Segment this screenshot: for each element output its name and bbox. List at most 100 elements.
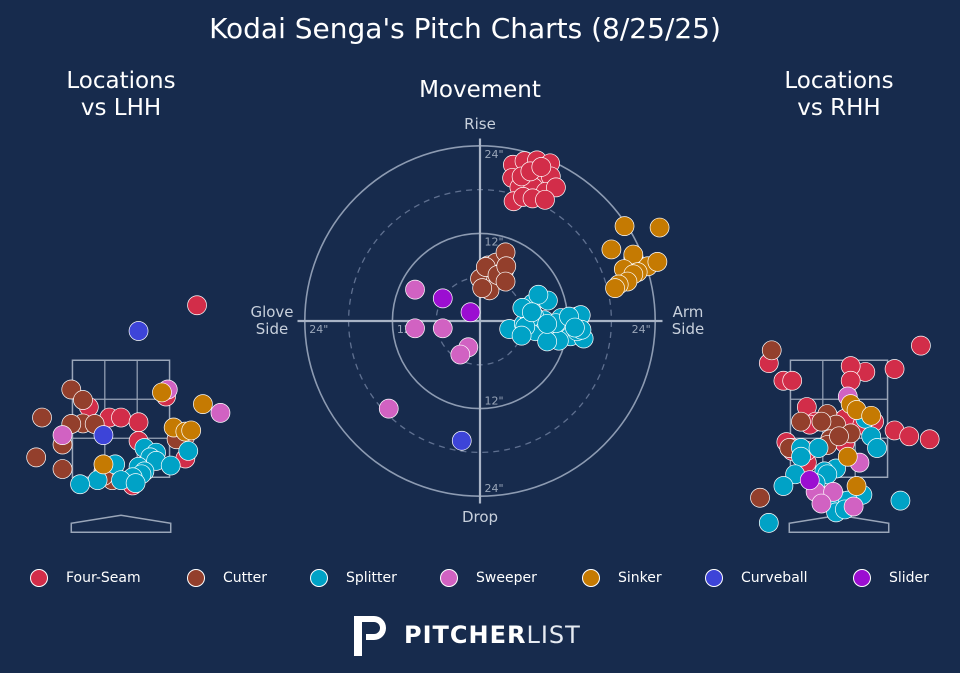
lhh-pitch-point-four-seam bbox=[128, 412, 149, 433]
rhh-pitch-point-four-seam bbox=[884, 359, 905, 379]
rise-label: Rise bbox=[464, 115, 496, 133]
lhh-pitch-point-cutter bbox=[32, 407, 52, 428]
movement-point-four-seam bbox=[535, 189, 555, 210]
lhh-title-line2: vs LHH bbox=[81, 95, 161, 121]
movement-point-splitter bbox=[537, 331, 558, 352]
legend-swatch bbox=[30, 569, 48, 587]
legend-item-sinker: Sinker bbox=[582, 566, 662, 590]
movement-point-cutter bbox=[472, 278, 493, 298]
lhh-pitch-point-splitter bbox=[160, 455, 181, 476]
lhh-pitch-point-sinker bbox=[93, 454, 114, 475]
legend-swatch bbox=[310, 569, 328, 587]
drop-label: Drop bbox=[462, 508, 498, 526]
rhh-pitch-point-four-seam bbox=[899, 426, 920, 447]
legend-swatch bbox=[582, 569, 600, 587]
brand-word-list: LIST bbox=[526, 621, 581, 649]
movement-point-sinker bbox=[647, 252, 668, 272]
rhh-title-line2: vs RHH bbox=[797, 95, 880, 121]
movement-point-sinker bbox=[605, 278, 625, 298]
rhh-pitch-point-sweeper bbox=[843, 496, 864, 517]
movement-point-splitter bbox=[565, 317, 585, 338]
movement-point-sinker bbox=[649, 217, 670, 238]
legend-item-curveball: Curveball bbox=[705, 566, 808, 590]
lhh-pitch-point-splitter bbox=[125, 473, 146, 493]
movement-title: Movement bbox=[419, 77, 541, 103]
legend-item-splitter: Splitter bbox=[310, 566, 397, 590]
lhh-pitch-point-splitter bbox=[70, 474, 90, 495]
chart-title: Kodai Senga's Pitch Charts (8/25/25) bbox=[209, 12, 721, 45]
rhh-pitch-point-cutter bbox=[761, 340, 782, 361]
movement-point-four-seam bbox=[546, 177, 566, 198]
rhh-pitch-point-splitter bbox=[890, 490, 911, 511]
rhh-pitch-point-cutter bbox=[811, 411, 832, 432]
lhh-pitch-point-sweeper bbox=[210, 403, 231, 423]
movement-tick-label: 24" bbox=[484, 148, 503, 161]
legend-swatch bbox=[440, 569, 458, 587]
legend-swatch bbox=[853, 569, 871, 587]
rhh-pitch-point-cutter bbox=[750, 487, 770, 508]
pitcherlist-brand: PITCHERLIST bbox=[352, 612, 581, 658]
legend-label: Cutter bbox=[223, 570, 267, 586]
legend-label: Splitter bbox=[346, 570, 397, 586]
rhh-pitch-point-sinker bbox=[837, 446, 858, 467]
movement-tick-label: 24" bbox=[632, 323, 651, 336]
rhh-pitch-point-splitter bbox=[773, 476, 794, 496]
movement-tick-label: 12" bbox=[484, 395, 503, 408]
rhh-pitch-point-sinker bbox=[861, 405, 882, 426]
legend-label: Curveball bbox=[741, 570, 808, 586]
movement-tick-label: 12" bbox=[484, 235, 503, 248]
rhh-pitch-point-sinker bbox=[846, 476, 867, 496]
pitch-points bbox=[26, 150, 940, 533]
legend-label: Sinker bbox=[618, 570, 662, 586]
legend-item-four-seam: Four-Seam bbox=[30, 566, 141, 590]
legend-item-slider: Slider bbox=[853, 566, 929, 590]
movement-point-splitter bbox=[521, 302, 542, 323]
lhh-pitch-point-sinker bbox=[152, 382, 172, 403]
rhh-pitch-point-four-seam bbox=[919, 429, 940, 450]
movement-tick-label: 24" bbox=[484, 482, 503, 495]
movement-point-sweeper bbox=[378, 398, 399, 419]
movement-point-sinker bbox=[601, 239, 622, 260]
movement-point-slider bbox=[432, 288, 453, 309]
movement-point-curveball bbox=[451, 430, 472, 451]
lhh-pitch-point-curveball bbox=[128, 321, 149, 341]
movement-point-four-seam bbox=[531, 157, 552, 177]
lhh-pitch-point-cutter bbox=[73, 390, 93, 410]
lhh-pitch-point-splitter bbox=[178, 441, 199, 461]
lhh-home-plate bbox=[70, 514, 172, 534]
rhh-pitch-point-slider bbox=[799, 470, 820, 491]
movement-point-sinker bbox=[614, 216, 635, 236]
movement-point-sweeper bbox=[405, 318, 425, 339]
lhh-title-line1: Locations bbox=[66, 68, 175, 94]
glove-side-label-line2: Side bbox=[256, 320, 288, 338]
rhh-pitch-point-cutter bbox=[829, 426, 849, 447]
legend-swatch bbox=[187, 569, 205, 587]
movement-point-sweeper bbox=[432, 318, 453, 339]
rhh-pitch-point-cutter bbox=[791, 411, 811, 432]
arm-side-label-line1: Arm bbox=[673, 303, 704, 321]
lhh-pitch-point-four-seam bbox=[111, 407, 131, 428]
legend-label: Four-Seam bbox=[66, 570, 141, 586]
pitcherlist-logo-icon bbox=[354, 616, 386, 656]
arm-side-label-line2: Side bbox=[672, 320, 704, 338]
rhh-pitch-point-splitter bbox=[867, 438, 887, 458]
movement-point-sweeper bbox=[450, 344, 471, 365]
movement-point-cutter bbox=[495, 271, 516, 292]
movement-point-slider bbox=[460, 302, 481, 323]
movement-point-splitter bbox=[537, 314, 558, 334]
lhh-pitch-point-sinker bbox=[193, 394, 213, 414]
brand-word-pitcher: PITCHER bbox=[404, 621, 527, 649]
legend-label: Slider bbox=[889, 570, 929, 586]
movement-tick-label: 24" bbox=[309, 323, 328, 336]
lhh-pitch-point-curveball bbox=[93, 425, 114, 445]
rhh-pitch-point-sweeper bbox=[811, 493, 832, 514]
legend-item-cutter: Cutter bbox=[187, 566, 267, 590]
rhh-pitch-point-splitter bbox=[808, 438, 829, 458]
rhh-pitch-point-four-seam bbox=[911, 335, 931, 356]
lhh-pitch-point-sinker bbox=[181, 420, 202, 441]
rhh-pitch-point-four-seam bbox=[782, 370, 803, 391]
legend-item-sweeper: Sweeper bbox=[440, 566, 537, 590]
lhh-pitch-point-cutter bbox=[26, 447, 47, 468]
